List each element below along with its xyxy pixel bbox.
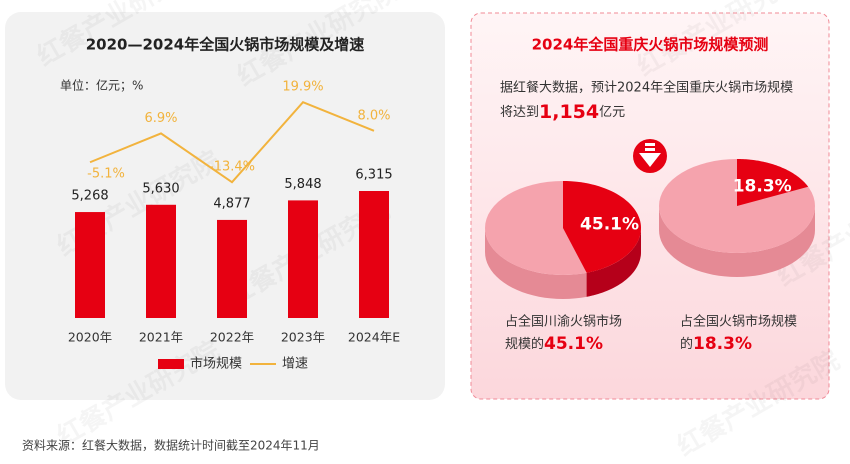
pie-value-label: 18.3% xyxy=(733,176,792,196)
bar-value-label: 5,848 xyxy=(284,177,321,192)
pie-caption-text: 的 xyxy=(680,336,693,352)
legend-label: 增速 xyxy=(282,357,308,372)
pie-side xyxy=(659,206,815,277)
pie-charts: 45.1%占全国川渝火锅市场规模的45.1%18.3%占全国火锅市场规模的18.… xyxy=(485,159,815,354)
forecast-amount: 1,154 xyxy=(539,101,599,123)
line-value-label: 19.9% xyxy=(282,80,323,95)
pie-slice-side xyxy=(586,228,641,297)
forecast-prefix: 将达到 xyxy=(500,105,539,120)
bar-value-label: 4,877 xyxy=(213,196,250,211)
line-value-label: 6.9% xyxy=(144,111,177,126)
line-value-label: 8.0% xyxy=(357,108,390,123)
bar-value-label: 5,268 xyxy=(71,189,108,204)
pie-value-label: 45.1% xyxy=(580,214,639,234)
x-tick-label: 2022年 xyxy=(210,330,254,345)
chart-title: 2020—2024年全国火锅市场规模及增速 xyxy=(86,36,365,54)
x-tick-label: 2020年 xyxy=(68,330,112,345)
pie-caption: 占全国川渝火锅市场 xyxy=(505,314,622,330)
x-tick-label: 2023年 xyxy=(281,330,325,345)
pie-caption: 的18.3% xyxy=(680,334,752,354)
forecast-unit: 亿元 xyxy=(599,105,625,120)
pie-caption: 规模的45.1% xyxy=(505,334,603,354)
forecast-text: 据红餐大数据，预计2024年全国重庆火锅市场规模 xyxy=(500,80,793,96)
bar-value-label: 6,315 xyxy=(355,168,392,183)
bar xyxy=(359,191,389,318)
left-panel xyxy=(5,12,445,400)
source-note: 资料来源：红餐大数据，数据统计时间截至2024年11月 xyxy=(22,438,320,453)
forecast-title: 2024年全国重庆火锅市场规模预测 xyxy=(532,36,769,54)
legend-label: 市场规模 xyxy=(190,356,242,372)
pie-caption-highlight: 18.3% xyxy=(693,334,752,354)
bar xyxy=(75,212,105,318)
unit-label: 单位：亿元；% xyxy=(60,78,143,93)
bar-value-label: 5,630 xyxy=(142,181,179,196)
line-value-label: -5.1% xyxy=(87,167,125,182)
pie-slice xyxy=(737,159,809,206)
legend-swatch xyxy=(158,359,184,369)
combo-chart: 2020年 2021年 2022年 2023年 2024年E 5,268 5,630 4,87… xyxy=(68,80,400,372)
forecast-text: 将达到1,154亿元 xyxy=(500,101,625,123)
x-tick-label: 2021年 xyxy=(139,330,183,345)
bar xyxy=(217,219,247,318)
bar xyxy=(288,200,318,318)
pie-caption: 占全国火锅市场规模 xyxy=(680,314,797,330)
line-value-label: -13.4% xyxy=(209,160,255,175)
growth-line xyxy=(89,101,375,184)
down-arrow-icon xyxy=(633,139,667,173)
pie-caption-text: 规模的 xyxy=(505,336,544,352)
pie-caption-highlight: 45.1% xyxy=(544,334,603,354)
bar xyxy=(146,204,176,318)
x-tick-label: 2024年E xyxy=(348,330,400,345)
pie-slice xyxy=(563,181,641,273)
right-panel xyxy=(470,12,830,400)
